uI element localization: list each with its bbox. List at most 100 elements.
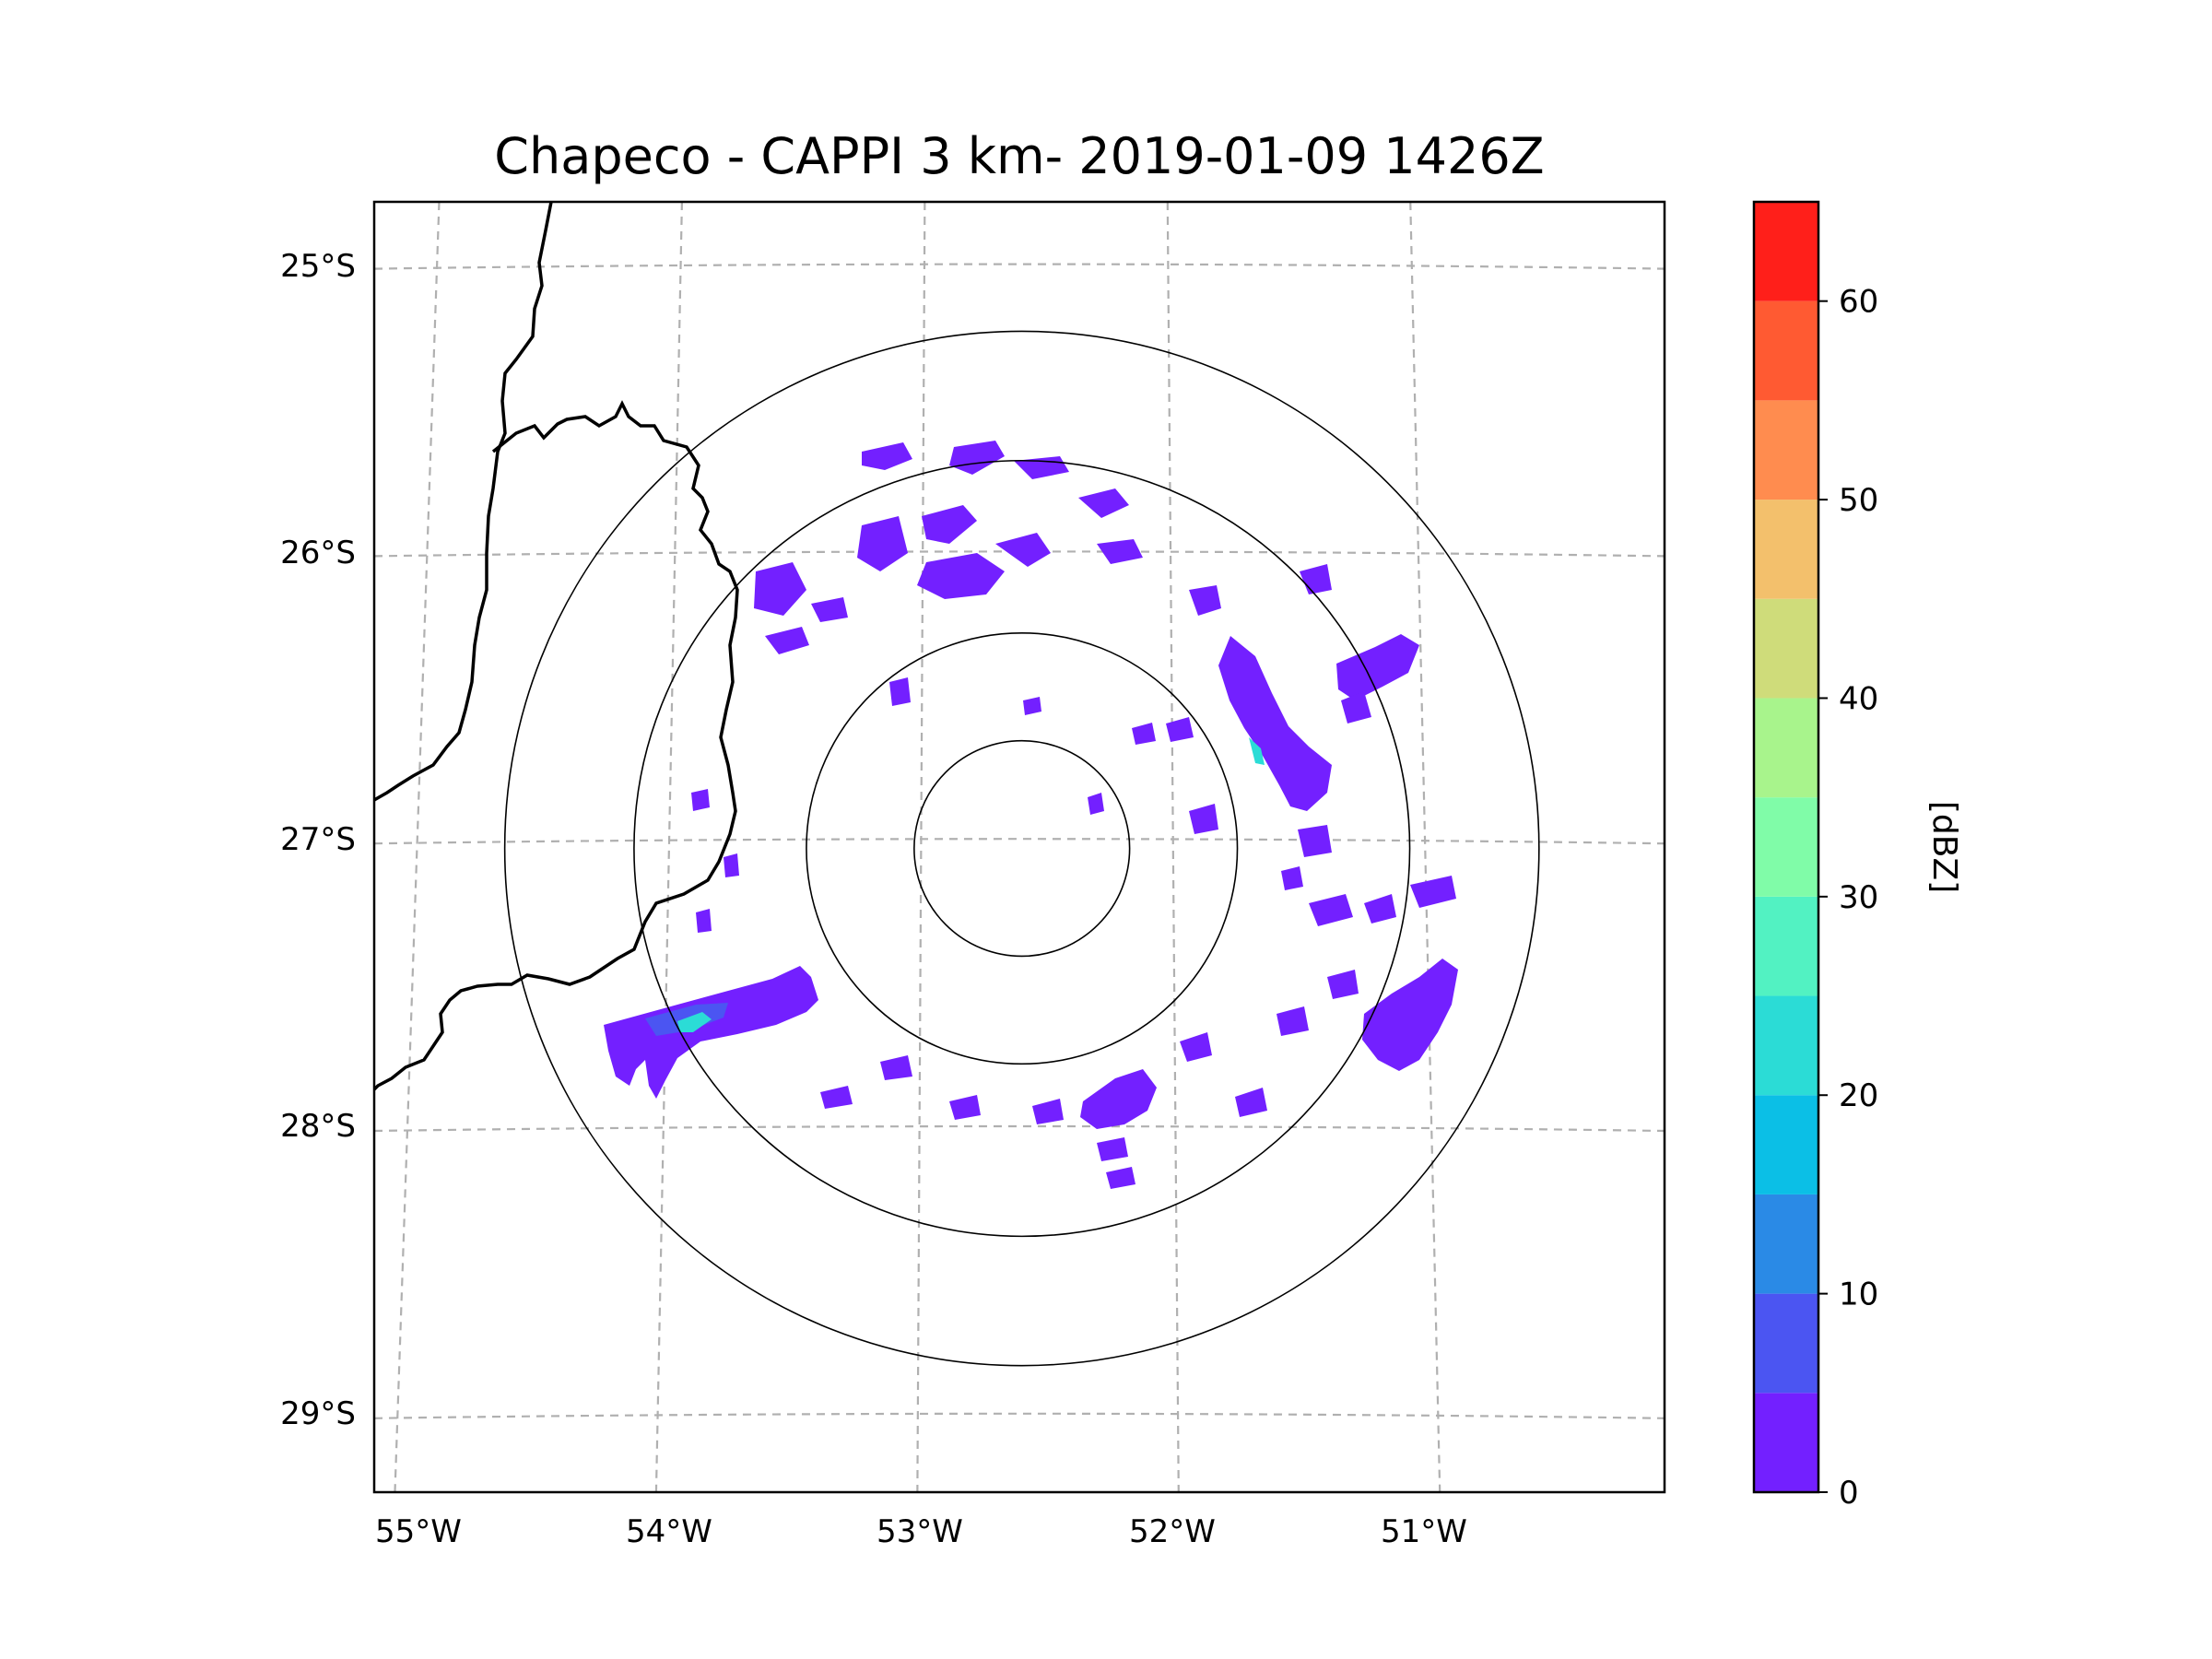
echo-west-4	[889, 677, 911, 706]
lat-label: 26°S	[280, 535, 356, 571]
lat-label: 27°S	[280, 821, 356, 858]
echo-band-peak	[677, 1012, 712, 1032]
lon-label: 53°W	[877, 1513, 963, 1550]
colorbar-tick-label: 50	[1839, 482, 1878, 519]
colorbar-bin	[1754, 598, 1818, 699]
range-ring	[633, 459, 1411, 1238]
graticule	[374, 202, 1665, 1492]
echo-south-1	[820, 1086, 853, 1109]
echo-north-6	[917, 553, 1005, 599]
colorbar-bin	[1754, 400, 1818, 500]
echo-south-5	[1106, 1167, 1135, 1189]
lon-label: 52°W	[1129, 1513, 1216, 1550]
lon-label: 51°W	[1381, 1513, 1467, 1550]
colorbar-tick-label: 20	[1839, 1077, 1878, 1114]
figure-title: Chapeco - CAPPI 3 km- 2019-01-09 1426Z	[494, 127, 1544, 185]
echo-east-cell	[1249, 737, 1265, 765]
echo-east-14	[1132, 723, 1156, 745]
lat-label: 29°S	[280, 1395, 356, 1432]
colorbar-label: [dBZ]	[1925, 801, 1963, 893]
echo-north-1	[862, 442, 912, 470]
parallel-line	[374, 550, 1665, 558]
parallel-line	[374, 838, 1665, 845]
echo-east-8	[1410, 876, 1456, 908]
echo-east-15	[1281, 866, 1303, 890]
echo-south-6	[1097, 1137, 1128, 1161]
colorbar: 0 10 20 30 40 50 60 [dBZ]	[1752, 200, 1963, 1512]
colorbar-tick-label: 30	[1839, 879, 1878, 916]
map-frame	[372, 200, 1666, 1494]
colorbar-bin	[1754, 202, 1818, 301]
echo-north-4	[922, 505, 977, 544]
colorbar-tick-label: 0	[1839, 1475, 1859, 1512]
latitude-labels: 25°S 26°S 27°S 28°S 29°S	[280, 248, 356, 1432]
colorbar-bin	[1754, 1393, 1818, 1492]
echo-east-7	[1327, 970, 1359, 999]
parallel-line	[374, 263, 1665, 270]
lon-label: 55°W	[375, 1513, 462, 1550]
echo-north-9	[1097, 539, 1143, 564]
echo-east-6	[1364, 894, 1396, 924]
echo-north-7	[995, 533, 1051, 567]
colorbar-bin	[1754, 1095, 1818, 1194]
echo-northwest-3	[811, 597, 848, 622]
echo-north-5	[857, 516, 908, 571]
echo-northeast-belt	[1218, 636, 1332, 811]
range-ring	[806, 631, 1239, 1065]
echo-northwest-2	[765, 627, 809, 654]
echo-east-1	[1189, 585, 1221, 616]
radar-echoes	[604, 441, 1458, 1189]
colorbar-bin	[1754, 300, 1818, 401]
echo-south-cluster	[1080, 1069, 1157, 1129]
range-ring	[913, 739, 1131, 958]
colorbar-tick-label: 10	[1839, 1277, 1878, 1313]
echo-east-12	[1189, 804, 1218, 834]
echo-band-southwest	[604, 966, 818, 1099]
map-panel	[372, 200, 1666, 1494]
echo-west-6	[1023, 697, 1041, 715]
lat-label: 25°S	[280, 248, 356, 285]
colorbar-bin	[1754, 995, 1818, 1096]
border-argentina-brazil	[374, 400, 739, 1091]
map-background	[374, 202, 1665, 1492]
lat-label: 28°S	[280, 1108, 356, 1145]
colorbar-frame	[1752, 200, 1820, 1494]
colorbar-bin	[1754, 1293, 1818, 1394]
echo-south-2	[880, 1055, 912, 1080]
echo-northwest-1	[754, 562, 806, 616]
echo-west-5	[1088, 793, 1104, 815]
longitude-labels: 55°W 54°W 53°W 52°W 51°W	[375, 1513, 1467, 1550]
range-rings	[503, 330, 1540, 1367]
parallel-line	[374, 1124, 1665, 1133]
echo-north-8	[1078, 488, 1129, 518]
echo-west-1	[691, 789, 710, 811]
echo-east-10	[1180, 1032, 1212, 1062]
echo-east-belt	[1336, 634, 1419, 700]
echo-south-4	[1032, 1099, 1064, 1124]
echo-east-11	[1235, 1088, 1267, 1117]
echo-east-5	[1309, 894, 1353, 926]
political-borders	[374, 202, 739, 1091]
colorbar-bins	[1754, 202, 1818, 1492]
echo-east-13	[1166, 717, 1194, 742]
parallel-line	[374, 1412, 1665, 1419]
range-ring	[503, 330, 1540, 1367]
colorbar-ticks: 0 10 20 30 40 50 60	[1818, 284, 1878, 1512]
colorbar-tick-label: 40	[1839, 680, 1878, 717]
colorbar-tick-label: 60	[1839, 284, 1878, 321]
colorbar-bin	[1754, 500, 1818, 599]
colorbar-bin	[1754, 698, 1818, 798]
colorbar-bin	[1754, 797, 1818, 897]
colorbar-bin	[1754, 1194, 1818, 1294]
echo-north-2	[949, 441, 1005, 475]
echo-west-3	[696, 909, 712, 933]
echo-southeast-cluster	[1362, 959, 1458, 1071]
lon-label: 54°W	[626, 1513, 712, 1550]
border-argentina-paraguay	[374, 202, 553, 802]
echo-west-2	[724, 853, 739, 877]
echo-south-3	[949, 1095, 981, 1120]
colorbar-bin	[1754, 896, 1818, 996]
echo-east-9	[1277, 1006, 1309, 1036]
echo-east-4	[1298, 825, 1332, 857]
